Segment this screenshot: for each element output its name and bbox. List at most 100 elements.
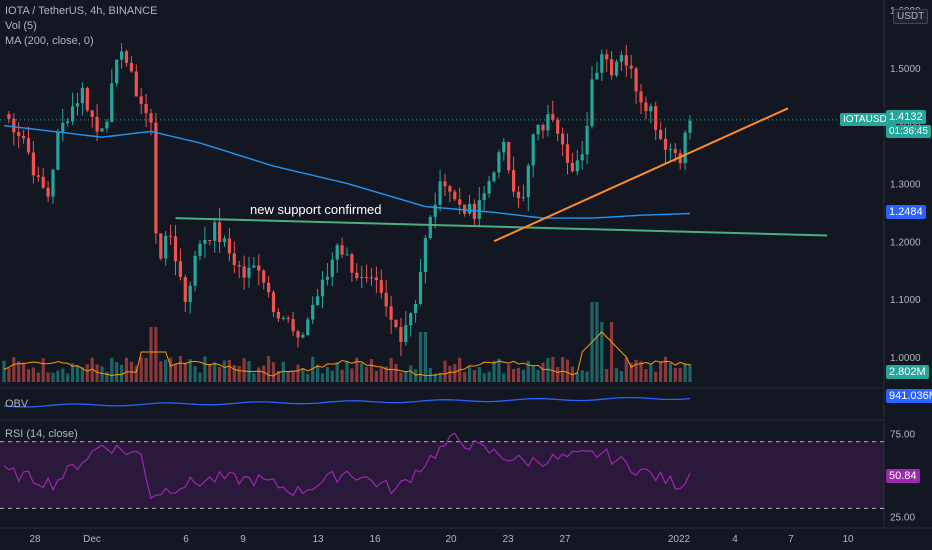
candle-body xyxy=(463,204,467,214)
volume-bar xyxy=(477,366,481,382)
symbol-legend[interactable]: IOTA / TetherUS, 4h, BINANCE xyxy=(5,5,158,17)
candle-body xyxy=(605,54,609,60)
volume-bar xyxy=(164,359,168,382)
volume-bar xyxy=(291,370,295,382)
volume-bar xyxy=(629,362,633,382)
candle-body xyxy=(7,114,11,119)
volume-bar xyxy=(580,370,584,382)
volume-bar xyxy=(149,327,153,382)
candle-body xyxy=(286,317,290,320)
volume-bar xyxy=(267,356,271,382)
candle-body xyxy=(414,304,418,314)
candle-body xyxy=(355,272,359,278)
volume-bar xyxy=(85,364,89,382)
volume-bar xyxy=(487,371,491,382)
candle-body xyxy=(423,238,427,273)
volume-bar xyxy=(208,364,212,382)
volume-bar xyxy=(12,357,16,382)
candle-body xyxy=(659,129,663,139)
time-tick-label: 23 xyxy=(502,534,514,545)
candle-body xyxy=(66,121,70,123)
volume-bar xyxy=(139,356,143,382)
volume-bar xyxy=(404,371,408,382)
candle-body xyxy=(453,191,457,200)
currency-badge[interactable]: USDT xyxy=(893,9,929,24)
candle-body xyxy=(159,233,163,259)
volume-bar xyxy=(546,358,550,382)
volume-bar xyxy=(56,370,60,382)
support-annotation: new support confirmed xyxy=(250,202,382,217)
volume-bar xyxy=(619,371,623,382)
candle-body xyxy=(443,181,447,187)
candle-body xyxy=(115,59,119,84)
volume-bar xyxy=(614,368,619,382)
candle-body xyxy=(46,187,50,197)
volume-bar xyxy=(409,365,413,382)
price-tick-label: 1.0000 xyxy=(890,353,921,364)
volume-bar xyxy=(526,360,530,382)
volume-bar xyxy=(507,364,511,382)
candle-body xyxy=(340,245,344,255)
candle-body xyxy=(31,152,35,176)
volume-bar xyxy=(46,372,50,382)
volume-bar xyxy=(61,368,65,382)
candle-body xyxy=(203,239,207,244)
volume-bar xyxy=(276,371,280,382)
volume-bar xyxy=(80,367,84,382)
candle-body xyxy=(482,193,486,201)
volume-bar xyxy=(301,368,305,382)
rsi-line xyxy=(3,432,691,500)
candle-body xyxy=(26,138,31,153)
candle-body xyxy=(291,319,295,332)
candle-body xyxy=(624,55,628,66)
candle-body xyxy=(247,267,251,278)
volume-bar xyxy=(144,358,148,382)
rsi-tick-label: 75.00 xyxy=(890,429,915,440)
candle-body xyxy=(335,245,339,260)
candle-body xyxy=(673,149,677,154)
volume-bar xyxy=(423,332,427,382)
symbol-price-tag: IOTAUSDT xyxy=(840,113,896,126)
candle-body xyxy=(379,280,383,293)
volume-bar xyxy=(115,362,119,382)
candle-body xyxy=(80,87,84,104)
candle-body xyxy=(311,304,315,320)
candle-body xyxy=(541,124,545,131)
volume-bar xyxy=(624,357,628,382)
rsi-legend[interactable]: RSI (14, close) xyxy=(5,428,78,440)
candle-body xyxy=(149,113,153,123)
candle-body xyxy=(433,204,437,217)
time-tick-label: 6 xyxy=(183,534,189,545)
volume-bar xyxy=(95,364,99,382)
volume-bar xyxy=(644,369,648,382)
volume-bar xyxy=(516,367,521,382)
candle-body xyxy=(110,83,114,122)
candle-body xyxy=(164,235,168,259)
candle-body xyxy=(404,325,408,343)
candle-body xyxy=(369,277,374,279)
volume-legend[interactable]: Vol (5) xyxy=(5,20,37,32)
candle-body xyxy=(105,121,109,129)
volume-bar xyxy=(271,362,276,382)
candle-body xyxy=(360,277,364,279)
volume-bar xyxy=(384,366,388,382)
volume-bar xyxy=(350,368,354,382)
candle-body xyxy=(36,175,40,177)
candle-body xyxy=(222,238,227,242)
candle-body xyxy=(590,79,594,126)
candle-body xyxy=(575,160,579,172)
volume-bar xyxy=(418,332,423,382)
volume-bar xyxy=(218,366,222,382)
volume-bar xyxy=(134,365,138,382)
candle-body xyxy=(232,253,236,266)
time-tick-label: 13 xyxy=(312,534,324,545)
candle-body xyxy=(531,134,535,166)
candle-body xyxy=(521,197,525,199)
volume-bar xyxy=(467,366,472,382)
volume-ma-line xyxy=(3,331,691,377)
ma-legend[interactable]: MA (200, close, 0) xyxy=(5,35,94,47)
candle-body xyxy=(458,199,462,205)
rsi-tick-label: 25.00 xyxy=(890,513,915,524)
obv-legend[interactable]: OBV xyxy=(5,398,29,410)
